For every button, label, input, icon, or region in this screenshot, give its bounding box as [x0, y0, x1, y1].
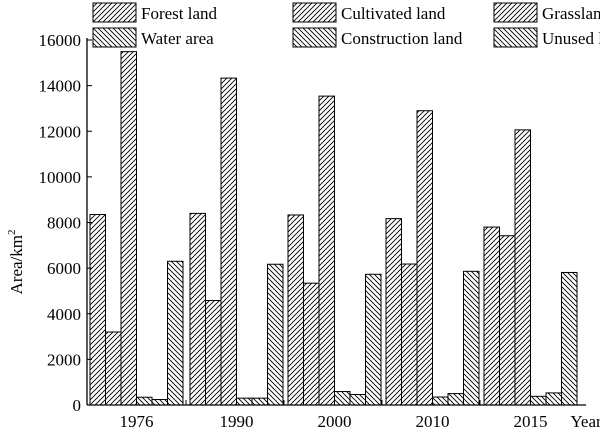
- x-tick-label: 1976: [120, 412, 154, 431]
- legend-label: Forest land: [141, 4, 218, 23]
- legend-item-water-area: Water area: [92, 27, 214, 48]
- legend-label: Unused land: [542, 29, 600, 48]
- bar-grassland-1976: [120, 51, 137, 406]
- legend-item-cultivated-land: Cultivated land: [292, 2, 446, 23]
- bar-cultivated-land-2015: [499, 235, 516, 406]
- bar-construction-land-1976: [151, 399, 168, 406]
- bar-forest-land-1976: [89, 214, 106, 406]
- legend-swatch: [493, 2, 538, 23]
- y-tick-label: 4000: [47, 305, 81, 324]
- bar-cultivated-land-2010: [401, 263, 418, 406]
- axes-group: [86, 38, 586, 406]
- y-tick-label: 12000: [39, 122, 82, 141]
- y-tick-label: 0: [73, 396, 82, 415]
- legend-label: Construction land: [341, 29, 463, 48]
- x-tick-label: 1990: [220, 412, 254, 431]
- y-tick-label: 16000: [39, 31, 82, 50]
- legend-label: Cultivated land: [341, 4, 446, 23]
- bar-water-area-2000: [334, 391, 351, 406]
- y-tick-label: 14000: [39, 77, 82, 96]
- bar-cultivated-land-1976: [105, 331, 122, 406]
- x-tick-label: 2000: [318, 412, 352, 431]
- legend-swatch: [493, 27, 538, 48]
- bar-construction-land-1990: [251, 397, 268, 406]
- bar-unused-land-1976: [167, 260, 184, 406]
- y-tick-label: 6000: [47, 259, 81, 278]
- bar-construction-land-2015: [545, 392, 562, 406]
- bar-forest-land-2010: [385, 218, 402, 406]
- bar-unused-land-2015: [561, 271, 578, 406]
- bar-forest-land-2015: [483, 226, 500, 406]
- legend-swatch: [92, 2, 137, 23]
- bars-group: [89, 51, 578, 406]
- tick-labels-group: 0 2000 4000 6000 8000 10000 12000 14000 16000 197…: [6, 31, 600, 431]
- bar-construction-land-2000: [349, 394, 366, 406]
- y-axis-label: Area/km2: [6, 230, 26, 295]
- bar-water-area-2010: [432, 396, 449, 406]
- y-tick-label: 10000: [39, 168, 82, 187]
- x-tick-label: 2010: [416, 412, 450, 431]
- bar-water-area-2015: [530, 395, 547, 406]
- bar-grassland-2015: [514, 129, 531, 406]
- bar-unused-land-1990: [267, 263, 284, 406]
- legend-swatch: [292, 27, 337, 48]
- bar-grassland-2000: [318, 95, 335, 406]
- bar-forest-land-2000: [287, 214, 304, 406]
- legend-item-grassland: Grassland: [493, 2, 600, 23]
- x-axis-label: Year: [570, 412, 600, 431]
- bar-cultivated-land-2000: [303, 282, 320, 406]
- legend-swatch: [92, 27, 137, 48]
- bar-forest-land-1990: [189, 212, 206, 406]
- legend-label: Water area: [141, 29, 214, 48]
- y-tick-label: 8000: [47, 214, 81, 233]
- bar-grassland-2010: [416, 110, 433, 406]
- legend-label: Grassland: [542, 4, 600, 23]
- legend-item-unused-land: Unused land: [493, 27, 600, 48]
- x-tick-label: 2015: [514, 412, 548, 431]
- y-tick-label: 2000: [47, 350, 81, 369]
- bar-unused-land-2010: [463, 270, 480, 406]
- legend-swatch: [292, 2, 337, 23]
- legend: Forest land Cultivated land Grassland Water…: [92, 2, 600, 48]
- bar-water-area-1976: [136, 396, 153, 406]
- bar-grassland-1990: [220, 77, 237, 406]
- bar-unused-land-2000: [365, 273, 382, 406]
- legend-item-construction-land: Construction land: [292, 27, 463, 48]
- legend-item-forest-land: Forest land: [92, 2, 218, 23]
- bar-water-area-1990: [236, 397, 253, 406]
- bar-construction-land-2010: [447, 393, 464, 406]
- bar-cultivated-land-1990: [205, 300, 222, 406]
